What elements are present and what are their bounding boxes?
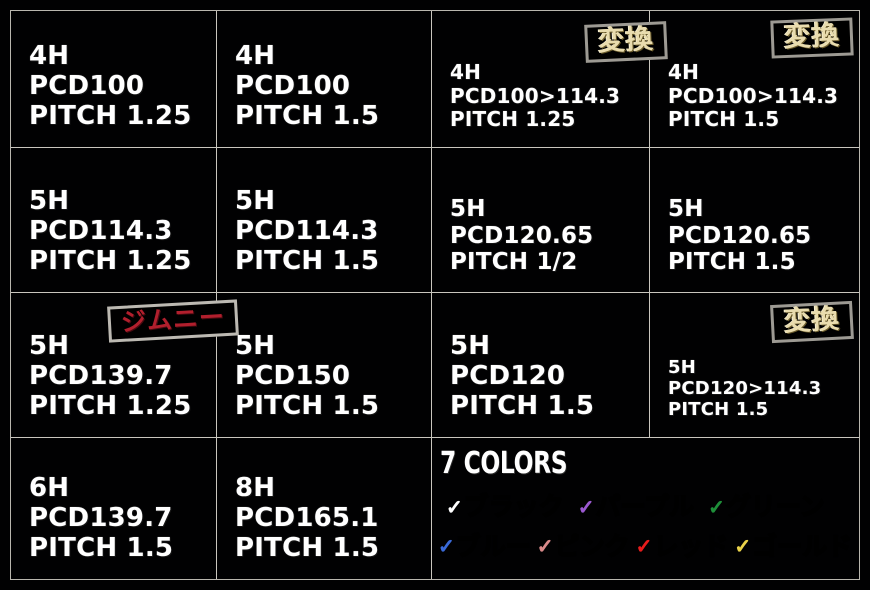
spec-pcd: PCD114.3 xyxy=(235,215,379,246)
spec-pitch: PITCH 1.5 xyxy=(235,100,380,131)
spec-text-block: 6H PCD139.7 PITCH 1.5 xyxy=(29,473,173,563)
spec-holes: 6H xyxy=(29,472,70,503)
check-icon: ✓ xyxy=(446,494,464,519)
spec-text-block: 5H PCD120>114.3 PITCH 1.5 xyxy=(668,357,822,421)
spec-pitch: PITCH 1.25 xyxy=(29,390,192,421)
color-label: ゴールド xyxy=(751,531,853,561)
check-icon: ✓ xyxy=(708,494,726,519)
spec-cell-r4c1[interactable]: 6H PCD139.7 PITCH 1.5 xyxy=(11,438,217,579)
spec-holes: 5H xyxy=(235,185,276,216)
spec-text-block: 4H PCD100>114.3 PITCH 1.25 xyxy=(450,61,620,131)
spec-pcd: PCD100 xyxy=(235,70,351,101)
spec-holes: 5H xyxy=(235,330,276,361)
spec-text-block: 5H PCD120.65 PITCH 1/2 xyxy=(450,196,593,276)
spec-cell-r2c1[interactable]: 5H PCD114.3 PITCH 1.25 xyxy=(11,148,217,293)
spec-holes: 4H xyxy=(235,40,276,71)
spec-text-block: 5H PCD150 PITCH 1.5 xyxy=(235,331,379,421)
spec-text-block: 4H PCD100 PITCH 1.25 xyxy=(29,41,192,131)
spec-pcd: PCD100 xyxy=(29,70,145,101)
spec-pitch: PITCH 1.5 xyxy=(668,399,769,421)
check-icon: ✓ xyxy=(536,534,554,559)
spec-pitch: PITCH 1.5 xyxy=(29,532,174,563)
spec-holes: 5H xyxy=(450,330,491,361)
spec-text-block: 5H PCD120 PITCH 1.5 xyxy=(450,331,594,421)
spec-pitch: PITCH 1.25 xyxy=(29,100,192,131)
spec-text-block: 4H PCD100>114.3 PITCH 1.5 xyxy=(668,61,838,131)
check-icon: ✓ xyxy=(635,534,653,559)
spec-cell-r3c1[interactable]: ジムニー 5H PCD139.7 PITCH 1.25 xyxy=(11,293,239,438)
spec-pcd: PCD120>114.3 xyxy=(668,378,822,400)
color-label: パープル xyxy=(595,491,695,521)
spec-holes: 4H xyxy=(668,60,700,85)
color-option-green[interactable]: ✓ グリーン xyxy=(708,488,826,526)
color-label: ブルー xyxy=(455,531,531,561)
color-option-pink[interactable]: ✓ ピンク xyxy=(536,528,630,566)
color-option-black[interactable]: ✓ ブラック xyxy=(446,488,565,526)
spec-holes: 5H xyxy=(29,185,70,216)
spec-pcd: PCD150 xyxy=(235,360,351,391)
spec-pitch: PITCH 1.5 xyxy=(450,390,595,421)
spec-pitch: PITCH 1.5 xyxy=(235,532,380,563)
spec-pcd: PCD120 xyxy=(450,360,566,391)
spec-cell-r1c1[interactable]: 4H PCD100 PITCH 1.25 xyxy=(11,11,217,148)
spec-pcd: PCD120.65 xyxy=(668,222,812,249)
color-label: ピンク xyxy=(554,531,630,561)
colors-panel-title: 7 COLORS xyxy=(440,446,568,481)
spec-text-block: 4H PCD100 PITCH 1.5 xyxy=(235,41,379,131)
spec-cell-r2c3[interactable]: 5H PCD120.65 PITCH 1/2 xyxy=(432,148,650,293)
spec-pitch: PITCH 1.5 xyxy=(235,245,380,276)
spec-text-block: 5H PCD114.3 PITCH 1.5 xyxy=(235,186,379,276)
spec-cell-r3c3[interactable]: 5H PCD120 PITCH 1.5 xyxy=(432,293,650,438)
spec-cell-r2c2[interactable]: 5H PCD114.3 PITCH 1.5 xyxy=(217,148,432,293)
spec-cell-r4c2[interactable]: 8H PCD165.1 PITCH 1.5 xyxy=(217,438,432,579)
spec-text-block: 5H PCD120.65 PITCH 1.5 xyxy=(668,196,811,276)
spec-cell-r1c4[interactable]: 変換 4H PCD100>114.3 PITCH 1.5 xyxy=(650,11,859,148)
spec-holes: 5H xyxy=(668,195,704,222)
spec-pcd: PCD100>114.3 xyxy=(668,83,839,108)
check-icon: ✓ xyxy=(734,534,752,559)
spec-pitch: PITCH 1.5 xyxy=(668,106,780,131)
spec-pitch: PITCH 1.5 xyxy=(668,249,796,276)
spec-pcd: PCD100>114.3 xyxy=(450,83,621,108)
color-option-purple[interactable]: ✓ パープル xyxy=(577,488,695,526)
spec-holes: 4H xyxy=(450,60,482,85)
color-option-blue[interactable]: ✓ ブルー xyxy=(438,528,532,566)
colors-list: ✓ ブラック ✓ パープル ✓ グリーン ✓ ブルー ✓ ピンク xyxy=(438,488,853,565)
conversion-badge: 変換 xyxy=(770,17,854,59)
spec-cell-r2c4[interactable]: 5H PCD120.65 PITCH 1.5 xyxy=(650,148,859,293)
color-label: グリーン xyxy=(725,491,825,521)
color-option-red[interactable]: ✓ レッド xyxy=(635,528,729,566)
spec-text-block: 8H PCD165.1 PITCH 1.5 xyxy=(235,473,379,563)
color-label: レッド xyxy=(653,531,729,561)
spec-holes: 5H xyxy=(668,357,696,379)
spec-text-block: 5H PCD139.7 PITCH 1.25 xyxy=(29,331,192,421)
spec-pitch: PITCH 1.5 xyxy=(235,390,380,421)
check-icon: ✓ xyxy=(577,494,595,519)
spec-holes: 5H xyxy=(450,195,486,222)
spec-grid: 4H PCD100 PITCH 1.25 4H PCD100 PITCH 1.5… xyxy=(11,11,859,579)
spec-pcd: PCD120.65 xyxy=(450,222,594,249)
spec-pitch: PITCH 1.25 xyxy=(450,106,576,131)
spec-holes: 4H xyxy=(29,40,70,71)
conversion-badge: 変換 xyxy=(770,300,854,344)
colors-panel: 7 COLORS ✓ ブラック ✓ パープル ✓ グリーン ✓ ブルー xyxy=(432,438,859,579)
check-icon: ✓ xyxy=(438,534,456,559)
spec-cell-r3c2[interactable]: 5H PCD150 PITCH 1.5 xyxy=(217,293,432,438)
spec-holes: 5H xyxy=(29,330,70,361)
spec-text-block: 5H PCD114.3 PITCH 1.25 xyxy=(29,186,192,276)
color-option-gold[interactable]: ✓ ゴールド xyxy=(734,528,853,566)
spec-pcd: PCD139.7 xyxy=(29,360,173,391)
color-label: ブラック xyxy=(463,491,564,521)
spec-pitch: PITCH 1/2 xyxy=(450,249,578,276)
spec-cell-r1c2[interactable]: 4H PCD100 PITCH 1.5 xyxy=(217,11,432,148)
spec-cell-r1c3[interactable]: 変換 4H PCD100>114.3 PITCH 1.25 xyxy=(432,11,668,148)
spec-pcd: PCD165.1 xyxy=(235,502,379,533)
spec-pcd: PCD139.7 xyxy=(29,502,173,533)
spec-holes: 8H xyxy=(235,472,276,503)
spec-pcd: PCD114.3 xyxy=(29,215,173,246)
spec-pitch: PITCH 1.25 xyxy=(29,245,192,276)
spec-cell-r3c4[interactable]: 変換 5H PCD120>114.3 PITCH 1.5 xyxy=(650,293,859,438)
